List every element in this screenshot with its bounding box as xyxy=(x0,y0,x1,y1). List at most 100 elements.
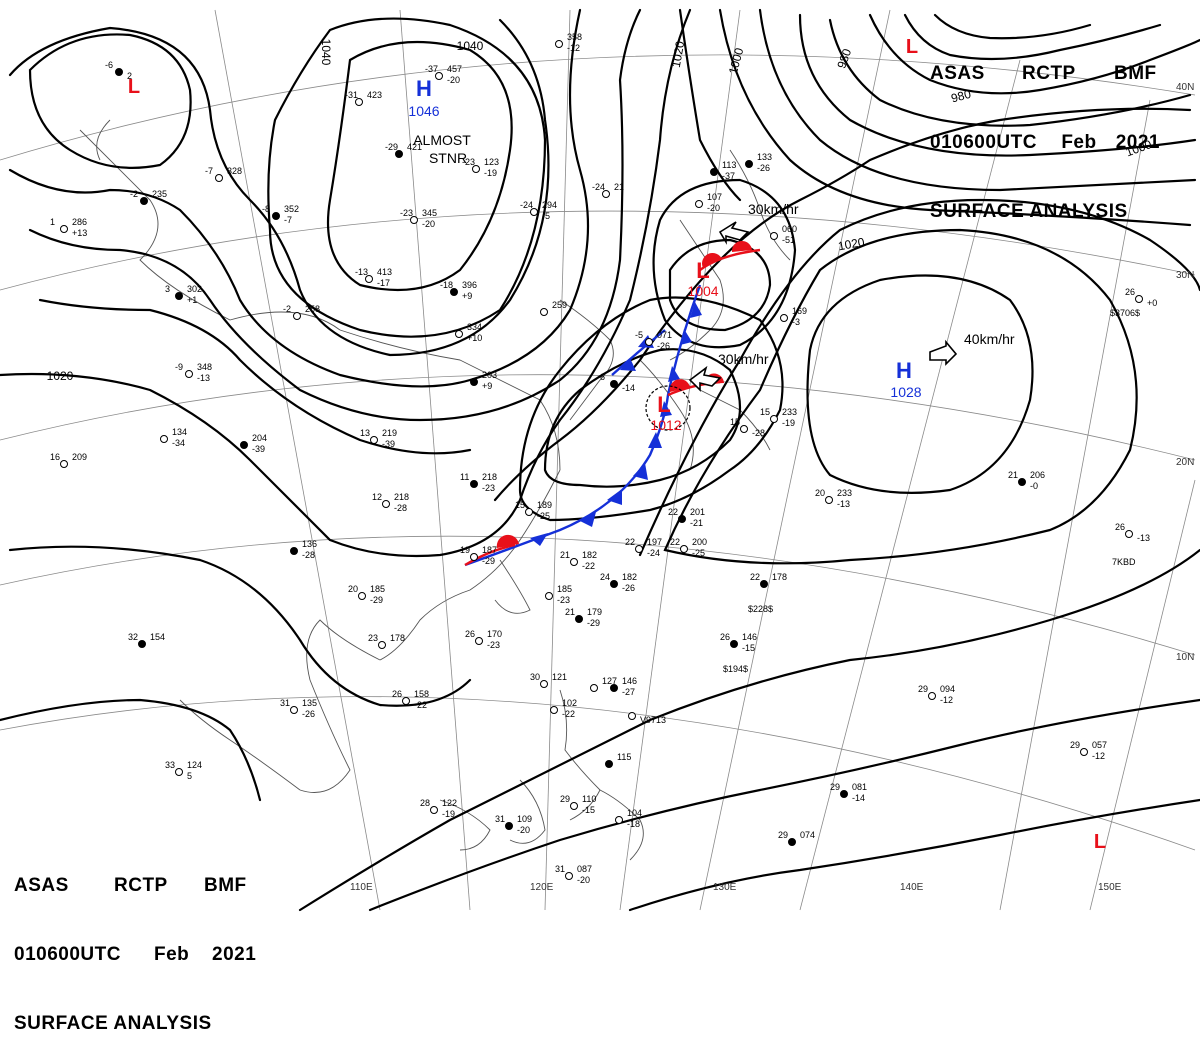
pressure-value: 1046 xyxy=(408,103,439,119)
station-circle-icon xyxy=(555,40,563,48)
station-circle-icon xyxy=(175,768,183,776)
station-temperature: 31 xyxy=(495,814,505,824)
product-header-bottom: ASAS RCTP BMF 010600UTC Feb 2021 SURFACE ANA… xyxy=(14,828,274,1058)
station-circle-icon xyxy=(215,174,223,182)
station-pressure: 071 xyxy=(657,330,672,340)
isobar xyxy=(638,198,1200,557)
station-circle-icon xyxy=(545,592,553,600)
station-pressure: 258 xyxy=(305,304,320,314)
station-circle-icon xyxy=(840,790,848,798)
station-tendency: -12 xyxy=(1092,751,1105,761)
station-circle-icon xyxy=(1080,748,1088,756)
station-circle-icon xyxy=(745,160,753,168)
station-circle-icon xyxy=(115,68,123,76)
station-pressure: 146 xyxy=(742,632,757,642)
station-tendency: -28 xyxy=(394,503,407,513)
graticule xyxy=(0,9,1196,911)
station-pressure: 179 xyxy=(587,607,602,617)
agency-label: ASAS xyxy=(930,63,985,84)
station-circle-icon xyxy=(740,425,748,433)
station-pressure: 233 xyxy=(782,407,797,417)
isobar xyxy=(8,545,472,707)
station-temperature: 3 xyxy=(165,284,170,294)
motion-arrow-icon xyxy=(929,339,958,366)
isobar-label: 1020 xyxy=(669,40,687,69)
isobar xyxy=(543,348,741,488)
station-tendency: -13 xyxy=(837,499,850,509)
isobar-label: 1020 xyxy=(47,369,74,383)
station-temperature: 20 xyxy=(348,584,358,594)
station-pressure: 187 xyxy=(482,545,497,555)
station-tendency: -0 xyxy=(1030,481,1038,491)
isobar-label: 1020 xyxy=(837,235,866,253)
station-circle-icon xyxy=(395,150,403,158)
station-pressure: 204 xyxy=(252,433,267,443)
station-circle-icon xyxy=(825,496,833,504)
station-circle-icon xyxy=(450,288,458,296)
isobar xyxy=(28,8,642,422)
isobar xyxy=(668,238,772,332)
station-circle-icon xyxy=(928,692,936,700)
station-tendency: -20 xyxy=(422,219,435,229)
isobar-label: 980 xyxy=(949,87,972,106)
station-tendency: -20 xyxy=(517,825,530,835)
datetime-label: 010600UTC xyxy=(930,132,1037,153)
station-circle-icon xyxy=(290,706,298,714)
station-tendency: -28 xyxy=(302,550,315,560)
station-temperature: -9 xyxy=(175,362,183,372)
station-temperature: 26 xyxy=(465,629,475,639)
station-temperature: 31 xyxy=(280,698,290,708)
station-circle-icon xyxy=(240,441,248,449)
station-tendency: -12 xyxy=(940,695,953,705)
station-circle-icon xyxy=(628,712,636,720)
station-temperature: -6 xyxy=(105,60,113,70)
system-note: ALMOST xyxy=(413,132,471,148)
station-circle-icon xyxy=(565,872,573,880)
isobar-label: 1040 xyxy=(457,39,484,53)
isobar xyxy=(678,8,742,202)
station-circle-icon xyxy=(590,684,598,692)
station-circle-icon xyxy=(455,330,463,338)
latitude-label: 20N xyxy=(1176,457,1194,468)
station-temperature: 22 xyxy=(750,572,760,582)
station-temperature: -18 xyxy=(440,280,453,290)
station-temperature: 15 xyxy=(515,500,525,510)
station-pressure: 060 xyxy=(782,224,797,234)
station-circle-icon xyxy=(355,98,363,106)
station-circle-icon xyxy=(678,515,686,523)
station-pressure: 286 xyxy=(72,217,87,227)
station-pressure: 081 xyxy=(852,782,867,792)
station-temperature: -29 xyxy=(385,142,398,152)
product-header-top: ASAS RCTP BMF 010600UTC Feb 2021 SURFACE ANA… xyxy=(930,16,1160,246)
station-pressure: 302 xyxy=(187,284,202,294)
station-pressure: 154 xyxy=(150,632,165,642)
station-pressure: 110 xyxy=(582,794,596,804)
low-pressure-letter: L xyxy=(696,258,709,283)
ship-identifier: $228$ xyxy=(748,604,773,614)
station-pressure: 087 xyxy=(577,864,592,874)
year-label: 2021 xyxy=(212,944,257,965)
station-pressure: 197 xyxy=(647,537,662,547)
motion-arrow-icon xyxy=(688,365,722,392)
isobar xyxy=(652,178,797,349)
station-tendency: -14 xyxy=(852,793,865,803)
station-pressure: 182 xyxy=(622,572,637,582)
isobar xyxy=(298,548,1200,912)
isobar xyxy=(326,40,513,292)
station-pressure: 146 xyxy=(622,676,637,686)
station-tendency: -23 xyxy=(557,595,570,605)
station-circle-icon xyxy=(730,640,738,648)
station-tendency: -26 xyxy=(622,583,635,593)
station-tendency: -27 xyxy=(622,687,635,697)
station-tendency: -39 xyxy=(252,444,265,454)
station-temperature: 1 xyxy=(50,217,55,227)
station-circle-icon xyxy=(780,314,788,322)
station-tendency: -19 xyxy=(442,809,455,819)
isobar xyxy=(628,798,1200,912)
station-tendency: V9713 xyxy=(640,715,666,725)
station-temperature: 12 xyxy=(372,492,382,502)
station-tendency: -21 xyxy=(690,518,703,528)
month-label: Feb xyxy=(154,944,190,965)
longitude-label: 110E xyxy=(350,882,373,893)
system-note: STNR xyxy=(429,150,467,166)
